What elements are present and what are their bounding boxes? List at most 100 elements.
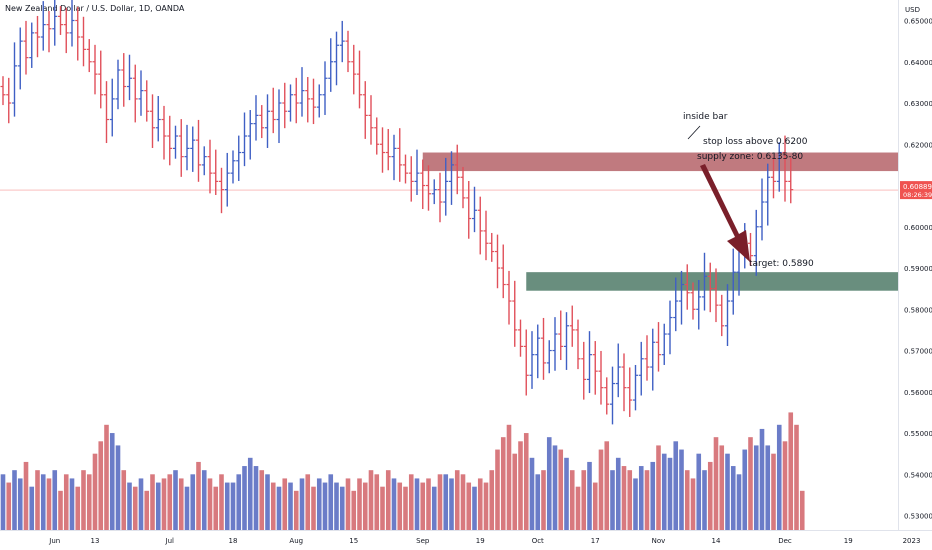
volume-bar (799, 490, 805, 530)
volume-bar (351, 490, 357, 530)
volume-bar (736, 474, 742, 530)
price-bar (552, 317, 558, 371)
price-bar (288, 84, 293, 122)
target-arrow (700, 164, 750, 262)
volume-bar (305, 474, 311, 530)
volume-bar (437, 474, 443, 530)
price-bar (362, 81, 368, 139)
price-bar (656, 322, 661, 372)
price-bar (127, 54, 132, 101)
volume-bar (661, 453, 667, 530)
price-bar (403, 154, 408, 184)
volume-bar (431, 486, 437, 530)
volume-bar (656, 445, 661, 530)
volume-bar (403, 486, 408, 530)
volume-bar (598, 449, 604, 530)
price-bar (115, 59, 121, 110)
price-bar (391, 134, 397, 181)
volume-bar (633, 478, 638, 530)
price-tick-label: 0.65000 (904, 18, 932, 26)
volume-bar (362, 482, 368, 530)
price-bar (667, 300, 673, 355)
price-bar (0, 76, 6, 106)
price-bar (236, 135, 242, 181)
price-tick-label: 0.64000 (904, 59, 932, 67)
time-tick-label: Sep (416, 537, 430, 545)
volume-bar (684, 470, 690, 530)
time-tick-label: 13 (91, 537, 100, 545)
price-bar (627, 367, 633, 417)
volume-bar (581, 470, 587, 530)
price-bar (592, 341, 598, 395)
price-bar (420, 159, 426, 210)
volume-bar (86, 474, 92, 530)
volume-bar (368, 470, 374, 530)
price-axis: USD0.650000.640000.630000.620000.610000.… (898, 0, 932, 530)
volume-bar (52, 470, 58, 530)
volume-bar (138, 478, 144, 530)
price-bar (518, 319, 523, 357)
volume-bar (311, 486, 316, 530)
price-bar (638, 341, 644, 396)
price-bar (155, 95, 161, 142)
price-bar (523, 329, 529, 396)
volume-bar (58, 490, 63, 530)
price-bar (150, 94, 155, 148)
volume-bar (184, 486, 190, 530)
volume-bar (495, 449, 500, 530)
volume-bar (127, 482, 132, 530)
volume-bar (397, 482, 403, 530)
chart-title: New Zealand Dollar / U.S. Dollar, 1D, OA… (5, 4, 185, 13)
target-label: target: 0.5890 (749, 259, 814, 269)
price-bar (276, 89, 282, 144)
volume-bar (702, 470, 707, 530)
price-bar (161, 105, 167, 160)
price-bar (144, 80, 150, 122)
price-bar (247, 110, 253, 160)
volume-bar (104, 424, 109, 530)
price-bar (12, 42, 17, 117)
volume-bar (765, 445, 771, 530)
volume-bar (523, 433, 529, 530)
price-bar (86, 39, 92, 73)
price-bar (322, 61, 328, 115)
price-bar (224, 152, 230, 207)
volume-bar (328, 474, 334, 530)
price-bar (6, 77, 12, 124)
volume-bar (132, 486, 138, 530)
volume-bar (374, 474, 380, 530)
price-bar (35, 15, 40, 58)
volume-bar (167, 474, 173, 530)
volume-bar (742, 449, 748, 530)
volume-bar (604, 441, 610, 530)
volume-bar (719, 445, 725, 530)
price-bar (253, 95, 259, 141)
volume-bar (707, 461, 713, 530)
price-bar (98, 50, 104, 109)
price-bar (368, 95, 374, 145)
price-bar (696, 279, 702, 330)
price-bar (242, 112, 247, 167)
price-bar (75, 6, 81, 61)
volume-bar (667, 457, 673, 530)
time-axis: Jun 13 Jul 18 Aug 15 Sep 19 Oct 17 Nov 14 Dec 19 2023 (0, 530, 932, 545)
price-bar (213, 149, 219, 196)
volume-bar (546, 437, 552, 530)
inside-bar-pointer (687, 125, 701, 140)
price-bar (684, 264, 690, 310)
time-tick-label: 17 (591, 537, 600, 545)
volume-bar (541, 470, 546, 530)
price-bar (707, 262, 713, 313)
price-bar (730, 248, 736, 315)
time-tick-label: Dec (778, 537, 792, 545)
volume-bar (98, 441, 104, 530)
volume-bar (776, 424, 782, 530)
volume-bar (529, 457, 535, 530)
price-bar (633, 364, 638, 411)
price-bar (477, 196, 483, 255)
price-tick-label: 0.54000 (904, 471, 932, 479)
price-bar (575, 319, 581, 370)
price-bar (357, 50, 362, 109)
volume-bar (391, 478, 397, 530)
